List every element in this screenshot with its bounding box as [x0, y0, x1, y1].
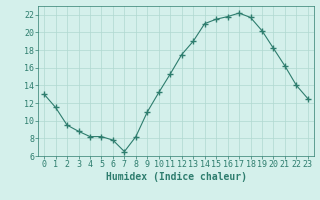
X-axis label: Humidex (Indice chaleur): Humidex (Indice chaleur)	[106, 172, 246, 182]
